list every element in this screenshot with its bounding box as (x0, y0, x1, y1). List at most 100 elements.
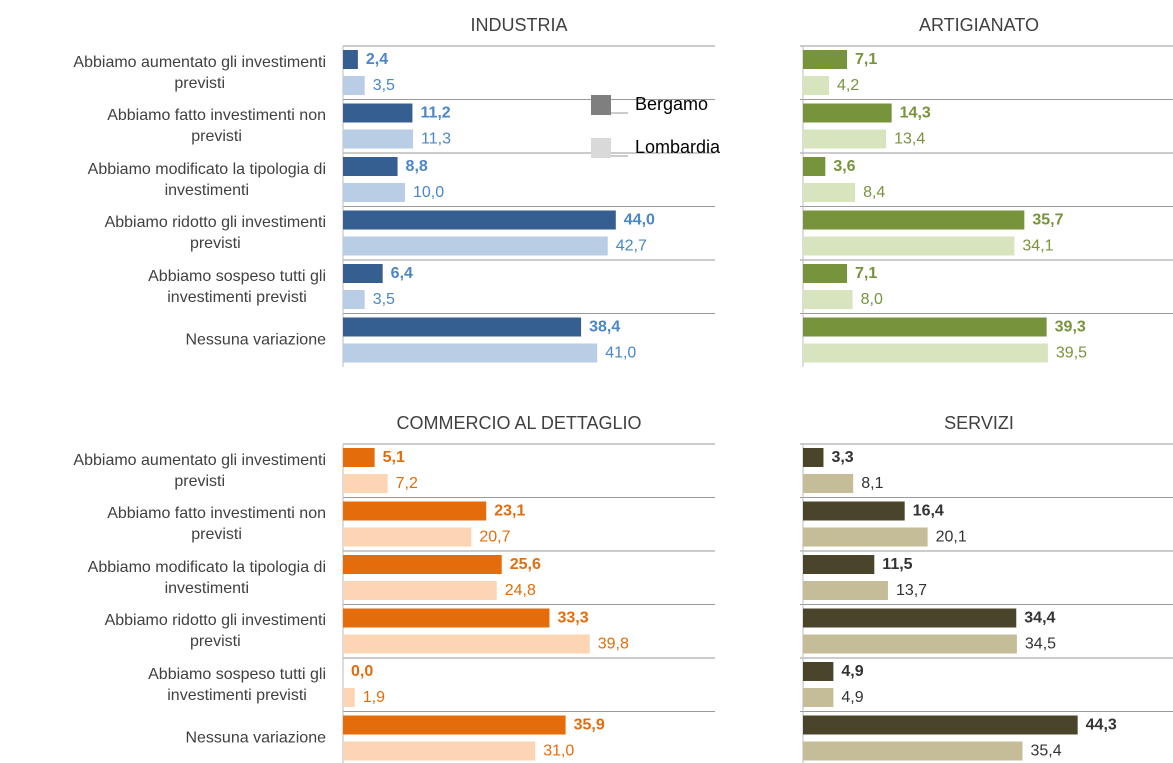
bar (803, 343, 1048, 363)
category-label: Abbiamo aumentato gli investimenti previ… (73, 53, 326, 92)
bar (343, 555, 502, 574)
category-label: Abbiamo fatto investimenti non previsti (107, 505, 326, 544)
value-label: 7,1 (855, 265, 877, 282)
value-label: 5,1 (383, 449, 405, 466)
value-label: 34,1 (1022, 238, 1053, 255)
value-label: 16,4 (913, 503, 944, 520)
bar (803, 527, 928, 547)
bar (343, 715, 566, 735)
value-label: 42,7 (616, 238, 647, 255)
value-label: 8,8 (406, 158, 428, 175)
legend-swatch (591, 95, 611, 115)
panel-title: SERVIZI (944, 413, 1014, 433)
bar (343, 210, 616, 230)
value-label: 4,9 (841, 689, 863, 706)
category-label: Nessuna variazione (185, 729, 326, 747)
bar (343, 474, 388, 493)
bar (803, 555, 875, 574)
value-label: 3,3 (831, 449, 853, 466)
legend-label: Bergamo (635, 94, 708, 114)
bar (803, 157, 826, 176)
value-label: 13,7 (896, 582, 927, 599)
value-label: 0,0 (351, 663, 373, 680)
bar (343, 581, 497, 600)
value-label: 11,2 (420, 105, 450, 122)
value-label: 4,9 (841, 663, 863, 680)
bar (343, 129, 414, 149)
bar (803, 236, 1015, 256)
bar (803, 501, 905, 521)
bar (343, 290, 365, 309)
bar (343, 527, 472, 547)
value-label: 11,5 (882, 556, 912, 573)
bar (343, 448, 375, 467)
value-label: 39,8 (598, 636, 629, 653)
value-label: 39,3 (1055, 319, 1086, 336)
category-label: Abbiamo aumentato gli investimenti previ… (73, 451, 326, 490)
bar (343, 741, 536, 761)
bar (803, 264, 848, 283)
bar (803, 76, 830, 95)
value-label: 6,4 (391, 265, 413, 282)
value-label: 14,3 (900, 105, 931, 122)
value-label: 4,2 (837, 77, 859, 94)
value-label: 3,6 (833, 158, 855, 175)
bar (803, 662, 834, 681)
value-label: 8,1 (861, 475, 883, 492)
value-label: 41,0 (605, 345, 636, 362)
value-label: 3,5 (373, 291, 395, 308)
bar (343, 183, 405, 202)
category-label: Nessuna variazione (185, 331, 326, 349)
value-label: 7,2 (396, 475, 418, 492)
bar (803, 474, 854, 493)
panel-title: COMMERCIO AL DETTAGLIO (396, 413, 641, 433)
value-label: 33,3 (557, 610, 588, 627)
value-label: 13,4 (894, 131, 925, 148)
panel-title: INDUSTRIA (470, 15, 567, 35)
bar (803, 608, 1017, 628)
bar (803, 581, 888, 600)
value-label: 11,3 (421, 131, 451, 148)
bar (803, 290, 853, 309)
bar (343, 688, 355, 707)
value-label: 3,5 (373, 77, 395, 94)
bar (803, 103, 892, 123)
bar (803, 50, 848, 69)
value-label: 2,4 (366, 51, 388, 68)
bar (803, 688, 834, 707)
bar (803, 183, 856, 202)
bar (343, 501, 487, 521)
value-label: 44,0 (624, 212, 655, 229)
bar (343, 343, 598, 363)
value-label: 23,1 (494, 503, 525, 520)
value-label: 8,4 (863, 184, 885, 201)
value-label: 8,0 (861, 291, 883, 308)
value-label: 38,4 (589, 319, 620, 336)
bar (343, 317, 582, 337)
value-label: 35,4 (1030, 743, 1061, 760)
category-label: Abbiamo modificato la tipologia di inves… (87, 160, 326, 199)
bar (343, 634, 590, 654)
bar (803, 741, 1023, 761)
value-label: 31,0 (543, 743, 574, 760)
bar (343, 157, 398, 176)
value-label: 35,7 (1032, 212, 1063, 229)
value-label: 20,7 (479, 529, 510, 546)
bar (343, 76, 365, 95)
category-label: Abbiamo ridotto gli investimenti previst… (104, 214, 326, 253)
bar (803, 317, 1047, 337)
value-label: 20,1 (936, 529, 967, 546)
bar (343, 236, 608, 256)
bar (343, 608, 550, 628)
bar (803, 715, 1078, 735)
value-label: 10,0 (413, 184, 444, 201)
category-label: Abbiamo sospeso tutti gli investimenti p… (148, 267, 326, 306)
legend-label: Lombardia (635, 137, 721, 157)
legend-swatch (591, 138, 611, 158)
value-label: 24,8 (505, 582, 536, 599)
value-label: 35,9 (574, 717, 605, 734)
value-label: 7,1 (855, 51, 877, 68)
bar (803, 129, 887, 149)
